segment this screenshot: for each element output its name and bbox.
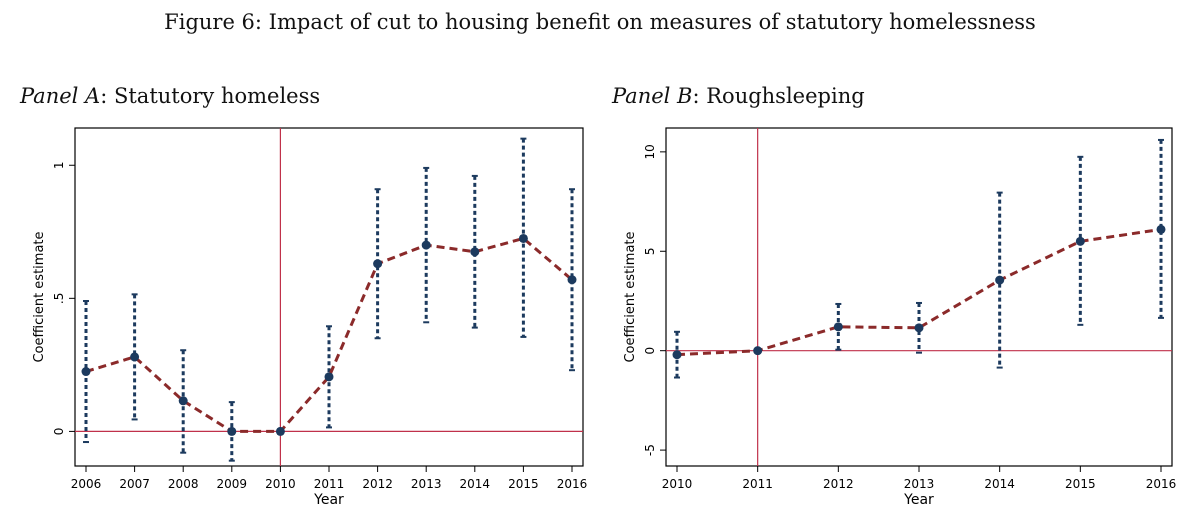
panel-b-chart: 2010 2011 2012 2013 2014 2015 2016 -5 0 5 10 Year Co… <box>623 127 1177 508</box>
panel-b-x-axis-title: Year <box>903 492 934 508</box>
panel-a-data-point <box>421 240 431 250</box>
panel-a-x-axis-title: Year <box>313 492 344 508</box>
panel-a-data-point <box>324 372 334 382</box>
panel-a-y-tick-label: 1 <box>52 161 66 169</box>
panel-b-y-tick-label: -5 <box>643 444 657 456</box>
panel-b-x-tick-label: 2016 <box>1146 477 1177 491</box>
panel-b-y-tick-label: 10 <box>643 144 657 159</box>
panel-a-y-tick-label: 0 <box>52 428 66 436</box>
panel-b-x-tick-label: 2010 <box>662 477 693 491</box>
panel-b-x-tick-label: 2012 <box>823 477 854 491</box>
panel-b-data-point <box>995 275 1005 285</box>
panel-b-x-tick-label: 2015 <box>1065 477 1096 491</box>
panel-a-x-tick-label: 2006 <box>71 477 102 491</box>
panel-b-plot-frame <box>665 127 1173 467</box>
panel-b-series-line <box>676 227 1162 357</box>
panel-b-y-tick-label: 5 <box>643 247 657 255</box>
panel-b-data-point <box>833 322 843 332</box>
panel-b-data-point <box>753 346 763 356</box>
panel-a-x-tick-label: 2015 <box>508 477 539 491</box>
panel-a-data-point <box>227 426 237 436</box>
panel-b-data-point <box>914 323 924 333</box>
panel-b-data-point <box>672 350 682 360</box>
panel-a-chart: 2006 2007 2008 2009 2010 2011 2012 2013 2014 2015… <box>32 127 588 508</box>
panel-a-x-tick-label: 2014 <box>460 477 491 491</box>
panel-a-title: Panel A: Statutory homeless <box>20 84 320 108</box>
panel-b-x-tick-label: 2011 <box>742 477 773 491</box>
panel-a-x-tick-label: 2012 <box>362 477 393 491</box>
panel-b-y-tick-label: 0 <box>643 347 657 355</box>
panel-a-data-point <box>81 367 91 377</box>
panel-a-data-point <box>275 426 285 436</box>
panel-a-data-point <box>373 259 383 269</box>
panel-a-y-tick-label: .5 <box>52 293 66 304</box>
panel-a-x-tick-label: 2011 <box>314 477 345 491</box>
panel-a-y-axis-title: Coefficient estimate <box>32 231 47 362</box>
panel-b-data-point <box>1156 224 1166 234</box>
panel-b-name: : Roughsleeping <box>692 84 865 108</box>
panel-b-title: Panel B: Roughsleeping <box>612 84 865 108</box>
panel-b-label: Panel B <box>612 84 693 108</box>
panel-a-x-tick-label: 2009 <box>217 477 248 491</box>
panel-b-x-tick-label: 2014 <box>984 477 1015 491</box>
panel-a-x-tick-label: 2013 <box>411 477 442 491</box>
panel-a-x-tick-label: 2008 <box>168 477 199 491</box>
panel-a-plot-frame <box>74 127 584 467</box>
panel-a-data-point <box>178 396 188 406</box>
panel-a-x-tick-label: 2010 <box>265 477 296 491</box>
panel-a-data-point <box>130 352 140 362</box>
panel-a-name: : Statutory homeless <box>100 84 321 108</box>
panel-a-data-point <box>567 275 577 285</box>
panel-b-x-tick-label: 2013 <box>904 477 935 491</box>
figure-title: Figure 6: Impact of cut to housing benef… <box>164 10 1036 34</box>
panel-a-label: Panel A <box>20 84 101 108</box>
panel-b-y-axis-title: Coefficient estimate <box>623 231 638 362</box>
panel-a-x-tick-label: 2007 <box>119 477 150 491</box>
panel-a-x-tick-label: 2016 <box>557 477 588 491</box>
panel-a-series-line <box>85 236 573 433</box>
panel-a-data-point <box>518 233 528 243</box>
panel-a-data-point <box>470 247 480 257</box>
panel-b-data-point <box>1075 236 1085 246</box>
